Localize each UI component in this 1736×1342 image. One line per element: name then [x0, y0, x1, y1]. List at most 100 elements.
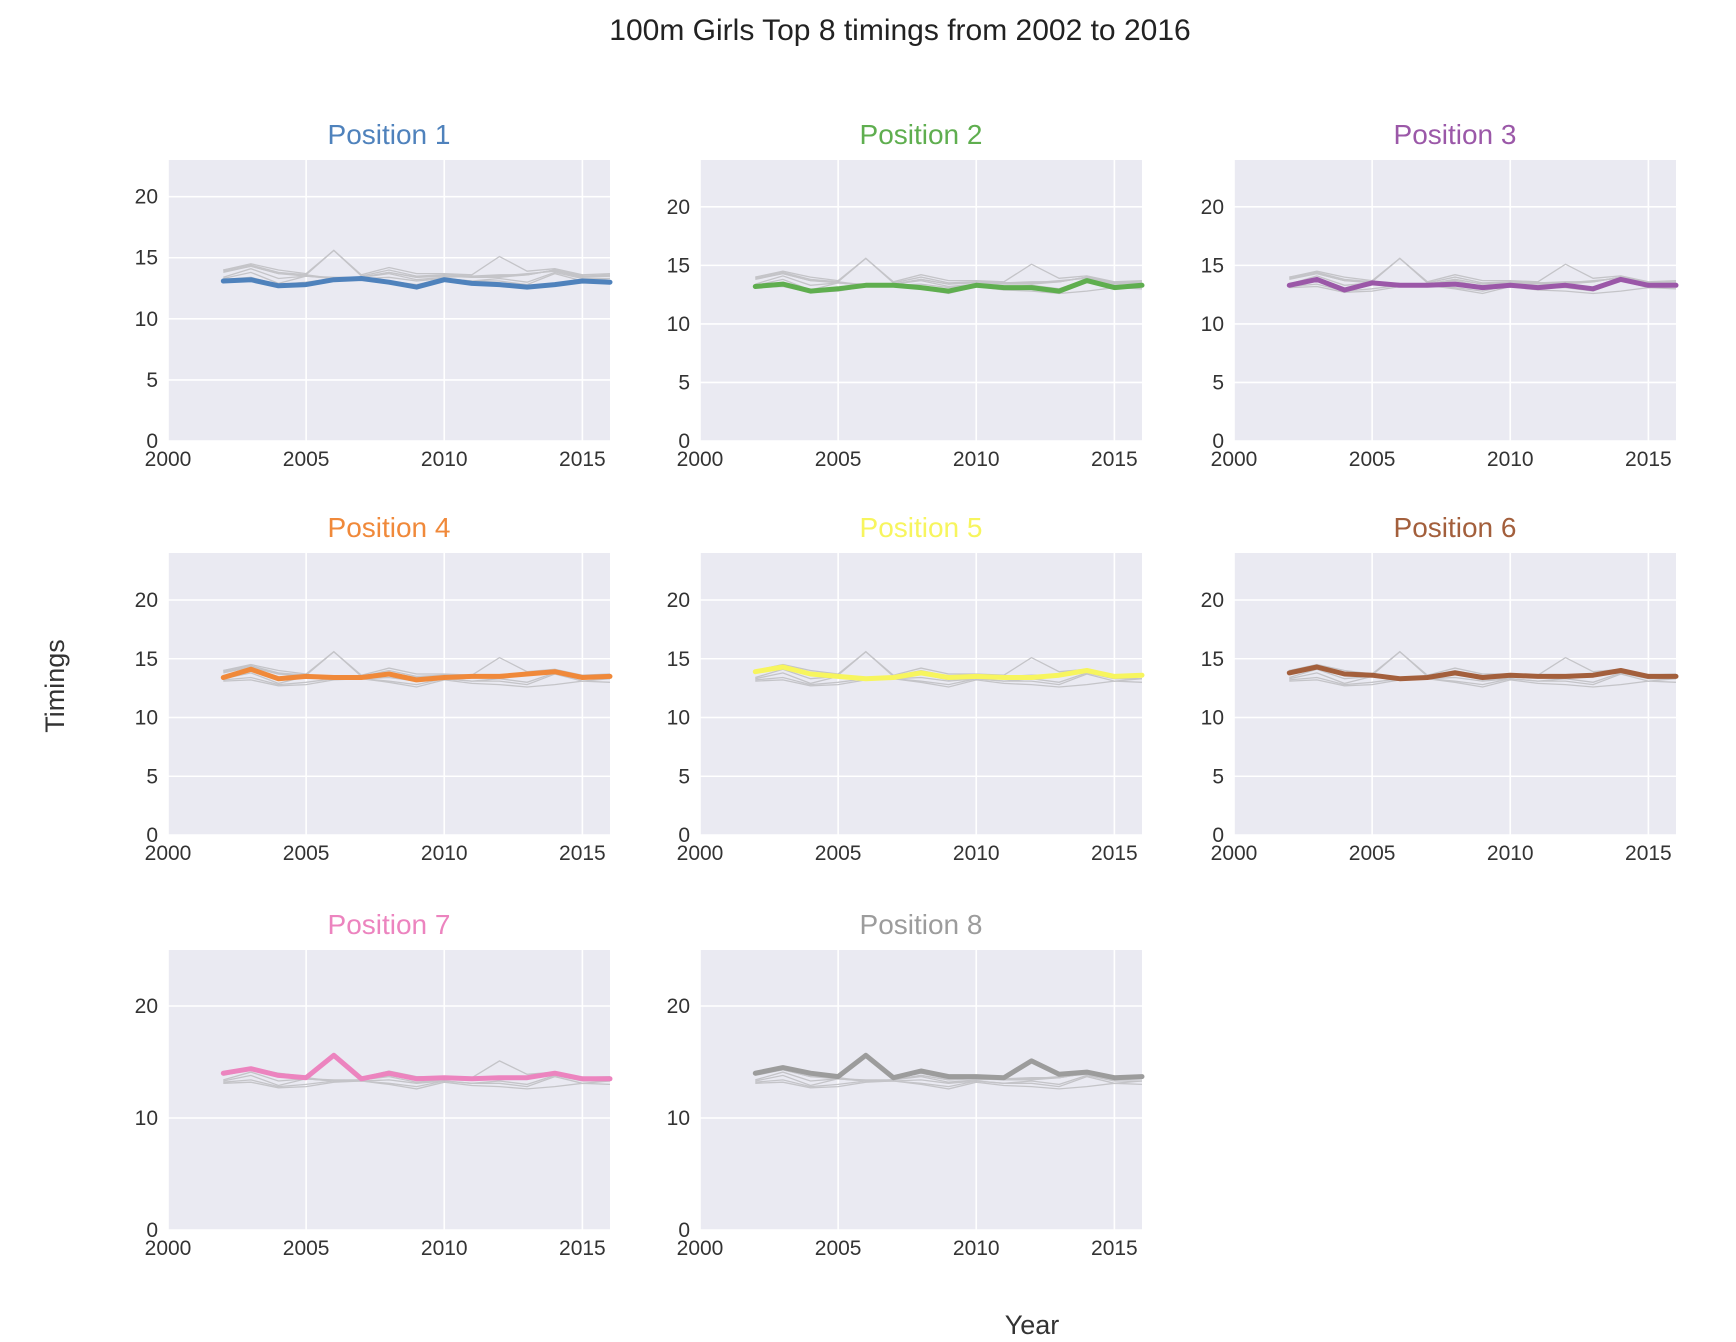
background-series-line: [223, 249, 610, 277]
y-tick-label: 20: [135, 186, 158, 209]
x-tick-label: 2005: [815, 1237, 862, 1260]
background-series-line: [1289, 284, 1677, 295]
y-tick-label: 15: [667, 254, 690, 277]
y-tick-label: 20: [1201, 196, 1224, 219]
plot-area: [1234, 160, 1676, 441]
subplot-position-4: Position 4 2000 2005 2010 2015 0 5 10 15 20: [135, 512, 613, 865]
x-tick-label: 2005: [815, 448, 862, 471]
x-tick-label: 2010: [1487, 448, 1534, 471]
y-tick-label: 0: [678, 1219, 690, 1242]
y-tick-label: 0: [146, 430, 158, 453]
series-line-position-7: [220, 1052, 613, 1082]
x-tick-label: 2015: [1091, 1237, 1138, 1260]
plot-area: [168, 553, 610, 835]
y-tick-label: 5: [146, 369, 158, 392]
x-tick-label: 2010: [421, 1237, 468, 1260]
series-line-position-5: [752, 664, 1145, 682]
y-tick-label: 20: [135, 995, 158, 1018]
x-tick-label: 2015: [1625, 842, 1672, 865]
y-tick-label: 0: [678, 430, 690, 453]
x-tick-label: 2000: [145, 1237, 192, 1260]
subplot-title: Position 7: [328, 909, 451, 940]
y-tick-label: 20: [667, 196, 690, 219]
x-tick-label: 2015: [1091, 448, 1138, 471]
y-tick-label: 15: [135, 247, 158, 270]
series-line-position-4: [220, 666, 613, 683]
background-series-line: [1289, 672, 1676, 685]
x-tick-label: 2015: [1625, 448, 1672, 471]
y-tick-label: 0: [146, 1219, 158, 1242]
x-tick-label: 2010: [421, 842, 468, 865]
background-series-line: [1289, 673, 1677, 686]
figure-title: 100m Girls Top 8 timings from 2002 to 20…: [609, 14, 1190, 47]
x-tick-label: 2005: [283, 842, 330, 865]
subplot-position-2: Position 2 2000 2005 2010 2015 0 5 10 15 20: [667, 119, 1145, 471]
x-tick-label: 2010: [1487, 842, 1534, 865]
plot-area: [168, 160, 610, 441]
x-tick-label: 2010: [953, 448, 1000, 471]
plot-area: [700, 553, 1142, 835]
y-tick-label: 0: [678, 824, 690, 847]
y-tick-label: 5: [678, 765, 690, 788]
series-line-position-3: [1286, 276, 1679, 293]
x-tick-label: 2005: [283, 1237, 330, 1260]
x-tick-label: 2010: [421, 448, 468, 471]
x-tick-label: 2005: [1349, 448, 1396, 471]
subplot-position-5: Position 5 2000 2005 2010 2015 0 5 10 15 20: [667, 512, 1145, 865]
y-tick-label: 0: [146, 824, 158, 847]
y-tick-label: 20: [135, 589, 158, 612]
x-tick-label: 2000: [145, 448, 192, 471]
y-tick-label: 0: [1212, 430, 1224, 453]
x-tick-label: 2015: [559, 842, 606, 865]
subplot-position-1: Position 1 2000 2005 2010 2015 0 5 10 15 20: [135, 119, 613, 471]
background-series-line: [223, 678, 611, 688]
y-tick-label: 0: [1212, 824, 1224, 847]
background-series-line: [223, 673, 611, 686]
plot-area: [168, 950, 610, 1230]
background-series-line: [755, 1075, 1143, 1088]
y-tick-label: 15: [135, 648, 158, 671]
x-tick-label: 2000: [677, 842, 724, 865]
background-series-line: [1289, 257, 1677, 283]
subplot-title: Position 3: [1394, 119, 1517, 150]
y-tick-label: 5: [1212, 765, 1224, 788]
y-tick-label: 10: [667, 313, 690, 336]
subplot-title: Position 1: [328, 119, 451, 150]
x-tick-label: 2000: [1211, 448, 1258, 471]
x-tick-label: 2010: [953, 1237, 1000, 1260]
background-series-line: [223, 249, 611, 276]
background-series-line: [755, 257, 1143, 283]
background-series-line: [755, 678, 1143, 688]
x-tick-label: 2000: [677, 1237, 724, 1260]
x-tick-label: 2010: [953, 842, 1000, 865]
subplot-position-7: Position 7 2000 2005 2010 2015 0 10 20: [135, 909, 613, 1260]
series-line-position-8: [752, 1052, 1145, 1081]
subplot-title: Position 5: [860, 512, 983, 543]
y-tick-label: 15: [1201, 648, 1224, 671]
subplot-position-8: Position 8 2000 2005 2010 2015 0 10 20: [667, 909, 1145, 1260]
y-tick-label: 10: [667, 707, 690, 730]
background-series-line: [1289, 257, 1676, 284]
x-tick-label: 2000: [145, 842, 192, 865]
background-series-line: [1289, 678, 1677, 688]
y-tick-label: 5: [1212, 371, 1224, 394]
subplot-position-3: Position 3 2000 2005 2010 2015 0 5 10 15 20: [1201, 119, 1679, 471]
y-axis-label: Timings: [40, 639, 70, 733]
plot-area: [700, 950, 1142, 1230]
x-tick-label: 2015: [559, 1237, 606, 1260]
subplot-title: Position 4: [328, 512, 451, 543]
y-tick-label: 10: [135, 707, 158, 730]
plot-area: [1234, 553, 1676, 835]
background-series-line: [755, 673, 1143, 686]
y-tick-label: 5: [678, 371, 690, 394]
series-line-position-1: [220, 276, 613, 290]
background-series-line: [755, 1074, 1142, 1087]
series-line-position-2: [752, 278, 1145, 294]
background-series-line: [223, 1080, 611, 1090]
y-tick-label: 10: [1201, 313, 1224, 336]
x-tick-label: 2005: [1349, 842, 1396, 865]
y-tick-label: 10: [1201, 707, 1224, 730]
x-tick-label: 2015: [559, 448, 606, 471]
